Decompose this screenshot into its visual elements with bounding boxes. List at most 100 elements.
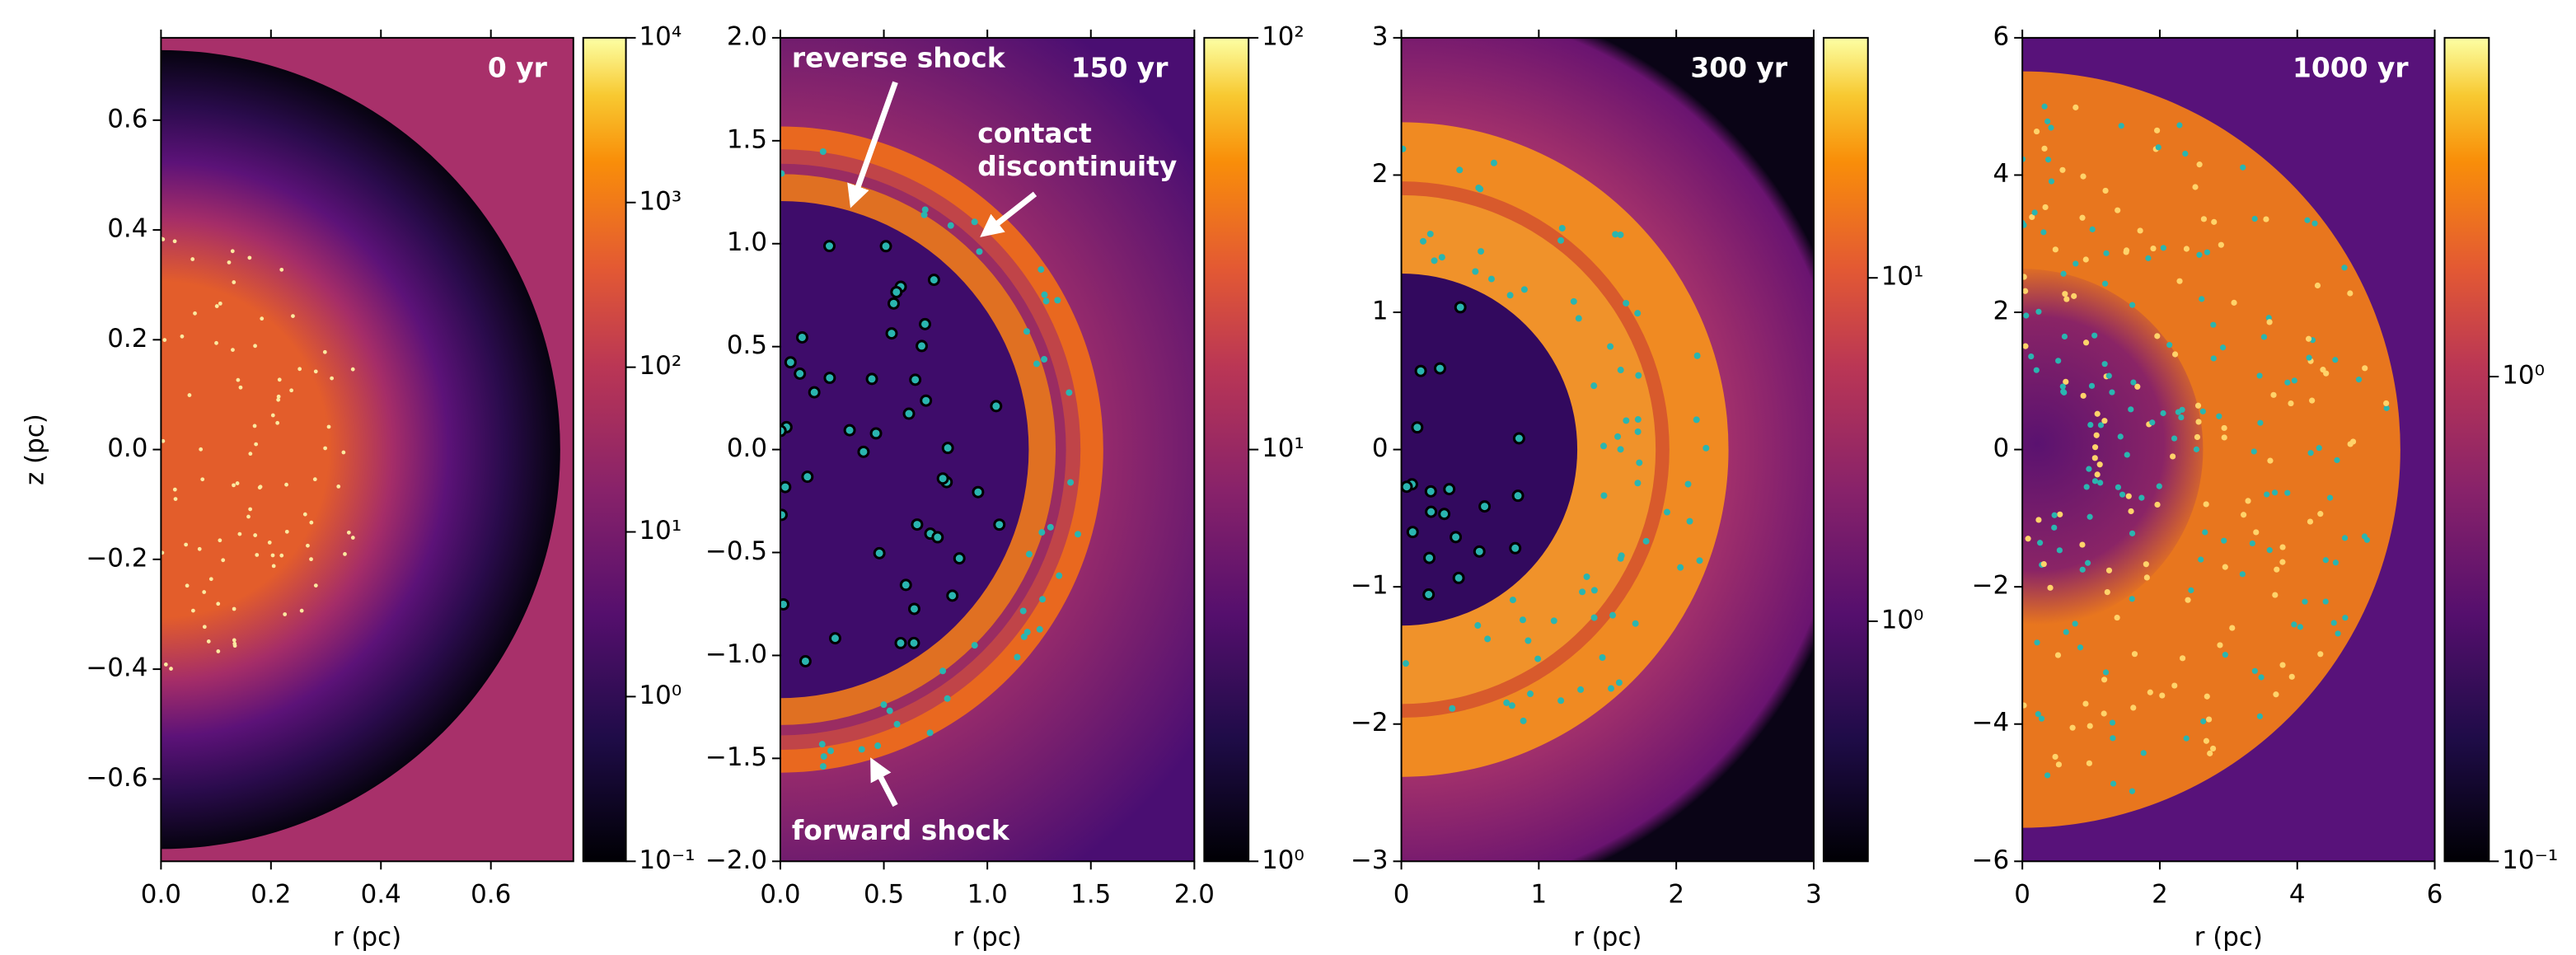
clump [2194, 402, 2202, 409]
clump [253, 533, 258, 537]
clump [2314, 282, 2321, 289]
clump [907, 636, 920, 649]
clump [1612, 231, 1619, 238]
clump [193, 311, 197, 316]
clump [2105, 372, 2112, 379]
clump [236, 377, 241, 382]
clump [2322, 598, 2329, 605]
clump [1570, 297, 1577, 305]
clump [2086, 760, 2092, 766]
clump [1411, 421, 1424, 434]
clump [972, 485, 985, 499]
clump [2220, 344, 2227, 351]
clump [2256, 372, 2263, 379]
colorbar-tick-label: 10² [639, 351, 682, 381]
clump [202, 625, 207, 630]
clump [2073, 104, 2079, 110]
clump [843, 424, 856, 437]
clump [2137, 227, 2143, 234]
colorbar [582, 36, 627, 863]
clump [2166, 342, 2173, 349]
clump [2334, 456, 2340, 464]
y-tick-label: 2.0 [727, 21, 767, 51]
clump [1066, 389, 1073, 396]
clump [1025, 550, 1033, 558]
clump [808, 386, 821, 399]
colorbar-tick-label: 10¹ [639, 516, 682, 545]
clump [2274, 566, 2280, 573]
colorbar-tick-label: 10⁰ [1881, 605, 1924, 634]
clump [2256, 713, 2263, 719]
clump [823, 372, 836, 385]
clump [2204, 693, 2210, 700]
clump [1590, 382, 1598, 390]
clump [2025, 536, 2031, 542]
clump [2048, 124, 2054, 131]
clump [780, 508, 788, 522]
clump [2118, 123, 2124, 129]
clump [2323, 370, 2330, 377]
clump [2079, 566, 2086, 573]
clump [1577, 686, 1585, 693]
clump [888, 297, 900, 310]
clump [289, 388, 294, 393]
clump [1600, 442, 1608, 450]
clump [2209, 745, 2217, 751]
clump [828, 632, 841, 645]
clump [1454, 301, 1467, 314]
clump [2040, 560, 2047, 568]
clump [2082, 256, 2089, 263]
clump [2263, 216, 2269, 222]
clump [1420, 237, 1426, 245]
clump [2128, 406, 2134, 413]
clump [2302, 598, 2308, 605]
clump [218, 301, 222, 306]
clump [2129, 596, 2135, 602]
clump [1036, 625, 1043, 633]
clump [993, 518, 1006, 531]
clump [1020, 633, 1028, 640]
clump [309, 520, 314, 525]
colorbar-tick-label: 10⁴ [639, 21, 682, 51]
clump [2094, 410, 2101, 417]
clump [1424, 485, 1437, 498]
clump [2044, 772, 2051, 779]
clump [1038, 529, 1046, 536]
clump [865, 372, 878, 386]
y-tick-label: 2 [1372, 159, 1389, 189]
clump [2266, 547, 2273, 554]
clump [2193, 446, 2200, 452]
clump [920, 394, 933, 407]
image [2022, 37, 2435, 862]
clump [2102, 187, 2109, 194]
clump [1508, 702, 1515, 709]
x-tick-label: 0 [2014, 880, 2030, 910]
clump [2198, 556, 2204, 563]
clump [2097, 422, 2105, 428]
clump [2041, 145, 2048, 152]
annotation-arrow [870, 757, 898, 808]
clump [2362, 365, 2368, 372]
clump [1452, 571, 1465, 584]
y-tick-label: 6 [1993, 21, 2010, 51]
clump [2170, 453, 2176, 460]
clump [1506, 292, 1514, 299]
clump [346, 530, 351, 535]
clump [2222, 564, 2228, 570]
clump [1663, 508, 1670, 516]
clump [162, 338, 167, 342]
clump [2210, 321, 2217, 328]
clump [2101, 418, 2108, 424]
clump [2103, 250, 2110, 256]
clump [2203, 501, 2209, 508]
clump [2171, 351, 2179, 358]
clump [2221, 537, 2227, 544]
clump [1693, 352, 1701, 359]
clump [1484, 635, 1492, 643]
clump [2088, 382, 2096, 389]
colorbar [1203, 36, 1250, 863]
x-tick-label: 1 [1531, 880, 1548, 910]
clump [2091, 478, 2099, 485]
clump [2251, 667, 2258, 674]
clump [2110, 735, 2116, 742]
